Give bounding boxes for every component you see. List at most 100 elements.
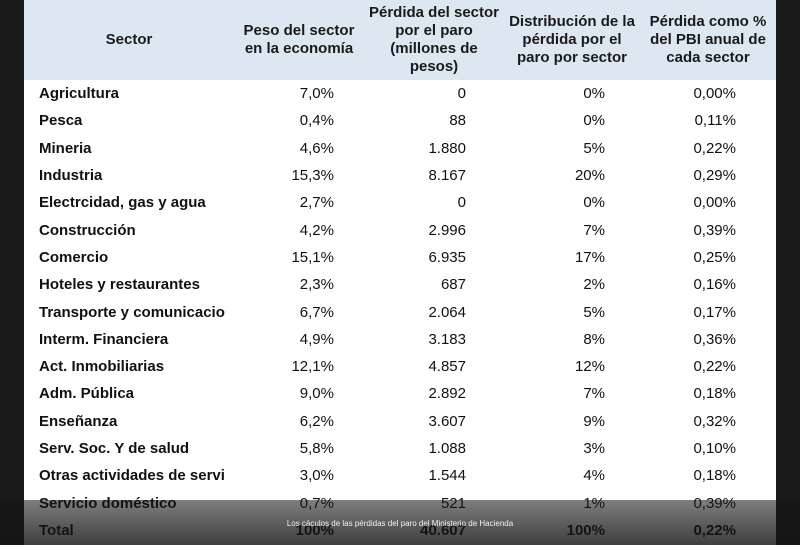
row-distribucion: 2% [583,276,605,294]
table-row: Transporte y comunicacio 6,7% 2.064 5% 0,17% [24,298,776,325]
row-peso: 2,7% [299,194,334,212]
row-sector: Agricultura [39,85,120,103]
row-sector: Interm. Financiera [39,330,169,348]
right-border [776,0,800,545]
row-peso: 9,0% [299,385,334,403]
table-row: Industria 15,3% 8.167 20% 0,29% [24,162,776,189]
table-row: Enseñanza 6,2% 3.607 9% 0,32% [24,408,776,435]
header-perdida: Pérdida del sector por el paro (millones… [368,4,500,75]
row-peso: 0,4% [299,112,334,130]
table-row: Mineria 4,6% 1.880 5% 0,22% [24,135,776,162]
table-row: Serv. Soc. Y de salud 5,8% 1.088 3% 0,10% [24,435,776,462]
row-pbi: 0,39% [693,221,736,239]
row-distribucion: 17% [574,248,605,266]
row-pbi: 0,11% [694,112,736,130]
row-distribucion: 3% [583,440,605,457]
row-pbi: 0,36% [693,330,736,348]
header-peso: Peso del sector en la economía [243,22,355,57]
row-pbi: 0,17% [693,303,736,321]
table-row: Construcción 4,2% 2.996 7% 0,39% [24,216,776,243]
row-sector: Construcción [39,221,136,239]
table-row: Pesca 0,4% 88 0% 0,11% [24,107,776,134]
row-perdida: 0 [457,85,466,103]
row-distribucion: 5% [583,139,605,157]
row-pbi: 0,22% [693,139,736,157]
row-distribucion: 12% [574,358,605,376]
row-pbi: 0,00% [693,85,736,103]
row-perdida: 2.996 [428,221,466,239]
row-sector: Pesca [39,112,83,130]
table-row: Servicio doméstico 0,7% 521 1% 0,39% [24,489,776,516]
sector-loss-table: Sector Peso del sector en la economía Pé… [24,0,776,544]
header-sector: Sector [105,31,153,48]
row-perdida: 4.857 [428,358,466,376]
table-row: Act. Inmobiliarias 12,1% 4.857 12% 0,22% [24,353,776,380]
row-distribucion: 9% [583,412,605,430]
table-row: Otras actividades de servi 3,0% 1.544 4% 0,1… [24,462,776,489]
row-pbi: 0,39% [693,494,736,512]
row-sector: Servicio doméstico [39,494,177,512]
row-perdida: 6.935 [428,248,466,266]
header-pbi: Pérdida como % del PBI anual de cada sec… [649,13,767,66]
row-distribucion: 0% [583,112,605,130]
row-sector: Industria [39,167,103,185]
row-pbi: 0,18% [693,385,736,403]
row-peso: 15,1% [291,248,334,266]
row-sector: Hoteles y restaurantes [39,276,200,294]
row-perdida: 1.880 [428,139,466,157]
row-perdida: 3.183 [428,330,466,348]
row-distribucion: 0% [583,85,605,103]
row-distribucion: 4% [583,467,605,485]
row-peso: 4,6% [299,139,334,157]
row-peso: 15,3% [291,167,334,185]
row-distribucion: 0% [583,194,605,212]
row-sector: Otras actividades de servi [39,467,225,485]
row-pbi: 0,25% [693,248,736,266]
row-sector: Enseñanza [39,412,118,430]
row-peso: 4,2% [299,221,334,239]
row-distribucion: 7% [583,385,605,403]
row-sector: Adm. Pública [39,385,135,403]
row-peso: 3,0% [299,467,334,485]
row-perdida: 1.088 [428,440,466,457]
row-peso: 5,8% [299,440,334,457]
row-perdida: 687 [440,276,466,294]
row-sector: Electrcidad, gas y agua [39,194,206,212]
row-peso: 12,1% [291,358,334,376]
row-pbi: 0,22% [693,358,736,376]
row-sector: Comercio [39,248,109,266]
table-row: Comercio 15,1% 6.935 17% 0,25% [24,244,776,271]
row-sector: Serv. Soc. Y de salud [39,440,190,457]
image-caption: Los cáculos de las pérdidas del paro del… [286,519,514,528]
row-sector: Act. Inmobiliarias [39,358,165,376]
row-perdida: 2.064 [428,303,466,321]
table-row: Hoteles y restaurantes 2,3% 687 2% 0,16% [24,271,776,298]
table-frame: Sector Peso del sector en la economía Pé… [24,0,776,545]
row-pbi: 0,29% [693,167,736,185]
row-pbi: 0,16% [693,276,736,294]
row-peso: 7,0% [299,85,334,103]
header-distribucion: Distribución de la pérdida por el paro p… [509,13,635,66]
row-perdida: 3.607 [428,412,466,430]
row-sector: Mineria [39,139,92,157]
row-perdida: 88 [449,112,466,130]
row-perdida: 2.892 [428,385,466,403]
row-distribucion: 1% [583,494,605,512]
row-peso: 6,7% [299,303,334,321]
row-distribucion: 20% [574,167,605,185]
row-distribucion: 5% [583,303,605,321]
table-body: Agricultura 7,0% 0 0% 0,00% Pesca 0,4% 88 0% 0,11… [24,80,776,544]
row-sector: Transporte y comunicacio [39,303,225,321]
row-pbi: 0,10% [693,440,736,457]
row-pbi: 0,18% [693,467,736,485]
row-perdida: 521 [440,494,466,512]
table-row: Electrcidad, gas y agua 2,7% 0 0% 0,00% [24,189,776,216]
row-pbi: 0,00% [693,194,736,212]
row-peso: 6,2% [299,412,334,430]
row-peso: 4,9% [299,330,334,348]
table-row: Agricultura 7,0% 0 0% 0,00% [24,80,776,107]
row-peso: 0,7% [299,494,334,512]
row-peso: 2,3% [299,276,334,294]
left-border [0,0,24,545]
table-row: Interm. Financiera 4,9% 3.183 8% 0,36% [24,326,776,353]
